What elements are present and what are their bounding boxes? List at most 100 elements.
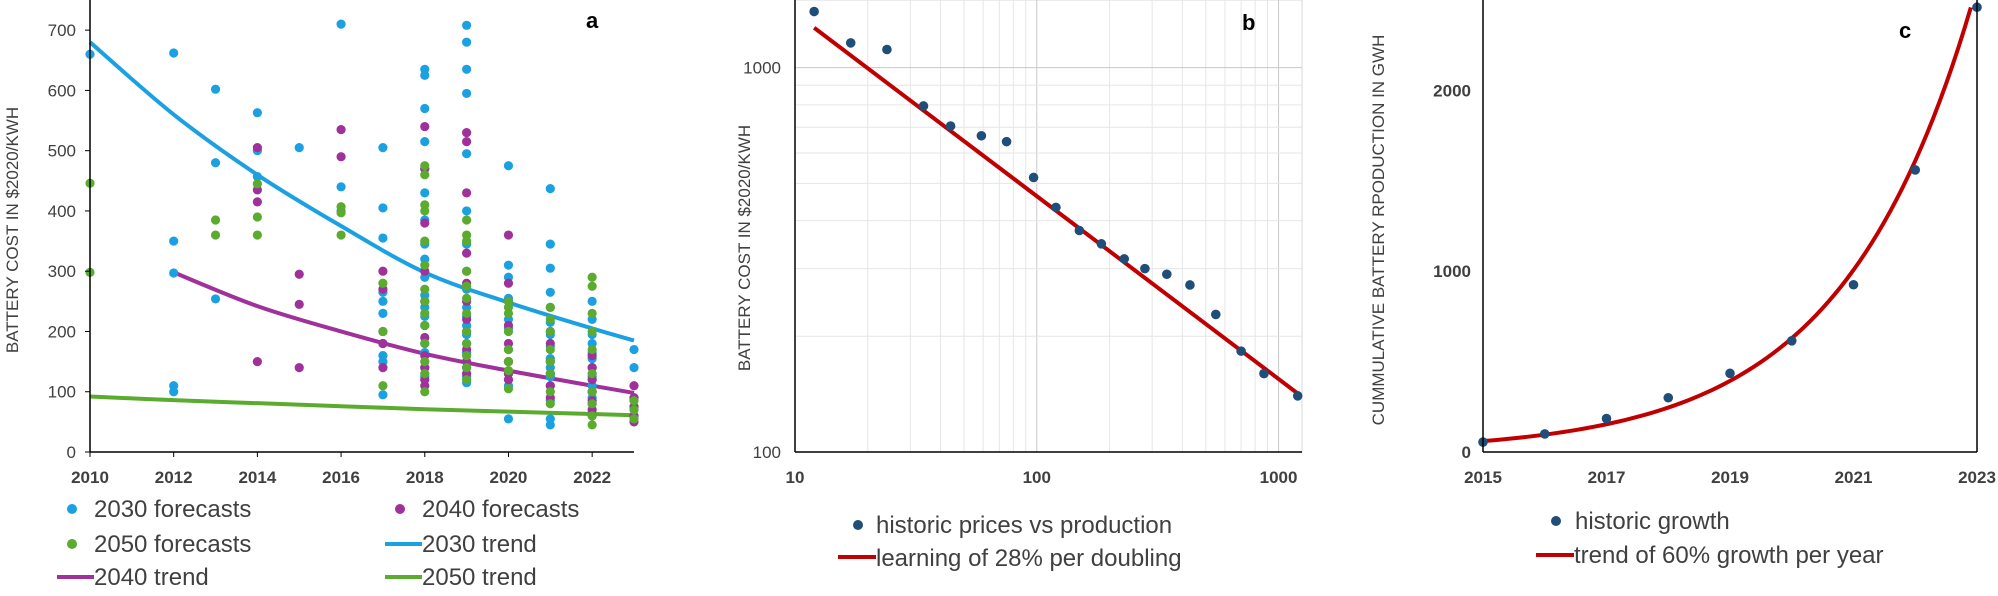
- panel-b-ytick-label: 1000: [743, 59, 781, 78]
- panel-a-point-2: [420, 296, 430, 306]
- panel-a-point-2: [252, 212, 262, 222]
- panel-a-legend-marker-2: [67, 539, 77, 549]
- panel-a-ytick-label: 700: [48, 21, 76, 40]
- panel-c-legend-marker-0: [1551, 516, 1561, 526]
- panel-a-point-0: [252, 171, 262, 182]
- panel-a-point-0: [629, 363, 639, 373]
- panel-a-point-2: [378, 326, 388, 337]
- panel-c-legend: historic growth trend of 60% growth per y…: [1536, 508, 1884, 569]
- panel-a-point-0: [378, 233, 388, 243]
- panel-a-point-1: [462, 127, 472, 138]
- panel-a-point-2: [462, 293, 472, 303]
- panel-a-point-0: [545, 239, 555, 249]
- panel-a-point-0: [545, 420, 555, 430]
- panel-a-point-2: [462, 350, 472, 361]
- panel-a-xtick-label: 2012: [155, 468, 193, 487]
- panel-a-point-2: [545, 314, 555, 325]
- panel-a-legend-text-5: 2050 trend: [422, 564, 537, 591]
- panel-c-xtick-label: 2017: [1588, 468, 1626, 487]
- panel-a-point-0: [462, 37, 472, 47]
- panel-a-point-0: [378, 390, 388, 400]
- panel-a-point-1: [294, 363, 304, 373]
- panel-a-trend-line-3: [88, 40, 635, 343]
- panel-a-ylabel: BATTERY COST IN $2020/KWH: [3, 107, 22, 353]
- panel-a-point-2: [462, 326, 472, 337]
- panel-a-point-2: [420, 206, 430, 216]
- panel-c-ytick-label: 0: [1462, 443, 1471, 462]
- panel-a-point-2: [545, 344, 555, 355]
- panel-a-point-0: [294, 143, 304, 153]
- panel-b-point: [918, 101, 929, 111]
- panel-a-point-1: [294, 269, 304, 279]
- panel-a-point-2: [420, 308, 430, 318]
- panel-a-point-2: [420, 320, 430, 331]
- panel-a: 0 100 200 300 400 500 600 700 2010 2012 2014 2016 20…: [3, 0, 639, 591]
- panel-a-point-0: [378, 203, 388, 213]
- panel-a-point-2: [503, 344, 514, 355]
- panel-a-xtick-label: 2014: [238, 468, 276, 487]
- panel-a-point-1: [378, 338, 388, 349]
- panel-a-point-0: [420, 188, 430, 198]
- panel-a-point-1: [336, 124, 346, 135]
- panel-a-point-0: [420, 70, 430, 80]
- panel-c-legend-text-1: trend of 60% growth per year: [1574, 542, 1884, 569]
- panel-a-point-0: [378, 308, 388, 318]
- panel-a-point-0: [169, 387, 179, 397]
- panel-a-point-2: [420, 260, 430, 270]
- panel-a-point-2: [336, 208, 346, 218]
- panel-c-point: [1539, 429, 1550, 439]
- panel-a-legend-text-4: 2040 trend: [94, 564, 209, 591]
- panel-b-ytick-label: 100: [753, 443, 781, 462]
- panel-b-point: [1001, 136, 1012, 147]
- panel-a-ytick-label: 600: [48, 81, 76, 100]
- panel-a-point-0: [420, 137, 430, 147]
- panel-a-point-1: [462, 137, 472, 147]
- panel-c-xtick-label: 2021: [1835, 468, 1873, 487]
- panel-a-point-2: [420, 284, 430, 294]
- panel-a-point-0: [462, 20, 472, 30]
- panel-a-point-0: [462, 88, 472, 99]
- panel-a-legend-text-3: 2030 trend: [422, 531, 537, 558]
- panel-a-point-1: [252, 143, 262, 153]
- panel-b-point: [1292, 391, 1303, 401]
- panel-a-point-2: [210, 230, 221, 240]
- panel-a-ytick-label: 0: [67, 443, 76, 462]
- panel-a-point-2: [462, 236, 472, 246]
- panel-a-point-0: [462, 206, 472, 216]
- panel-b-point: [1140, 263, 1150, 274]
- panel-c-xtick-label: 2023: [1958, 468, 1996, 487]
- panel-a-legend: 2030 forecasts 2040 forecasts 2050 forecas…: [57, 496, 579, 591]
- panel-a-point-0: [378, 143, 388, 153]
- panel-a-point-0: [169, 48, 179, 58]
- panel-a-label: a: [586, 8, 599, 33]
- panel-b-point: [809, 6, 819, 17]
- panel-a-point-0: [420, 103, 430, 114]
- panel-a-point-1: [252, 197, 262, 207]
- panel-a-xtick-label: 2020: [490, 468, 528, 487]
- panel-a-point-0: [210, 158, 221, 168]
- panel-b-legend: historic prices vs production learning of…: [838, 512, 1182, 572]
- panel-a-point-1: [336, 152, 346, 162]
- panel-b: 100 1000 10 100 1000 BATTERY COST IN $2020/K…: [735, 0, 1303, 572]
- panel-a-point-2: [462, 215, 472, 225]
- panel-b-point: [1185, 280, 1195, 290]
- panel-a-point-1: [462, 248, 472, 258]
- panel-b-point: [1210, 309, 1221, 320]
- panel-a-point-2: [587, 326, 597, 337]
- panel-a-point-2: [587, 344, 597, 355]
- panel-a-point-2: [587, 308, 597, 318]
- panel-a-point-2: [545, 399, 555, 409]
- panel-b-point: [1162, 269, 1172, 280]
- panel-a-xtick-label: 2016: [322, 468, 360, 487]
- panel-a-point-0: [210, 294, 221, 304]
- panel-a-point-1: [503, 278, 514, 288]
- panel-b-point: [1236, 346, 1246, 356]
- panel-a-ytick-label: 100: [48, 383, 76, 402]
- panel-a-point-2: [587, 387, 597, 397]
- panel-a-point-0: [503, 414, 514, 424]
- panel-a-ytick-label: 300: [48, 262, 76, 281]
- panel-a-point-2: [420, 387, 430, 397]
- panel-a-point-2: [462, 266, 472, 276]
- panel-a-point-0: [545, 287, 555, 297]
